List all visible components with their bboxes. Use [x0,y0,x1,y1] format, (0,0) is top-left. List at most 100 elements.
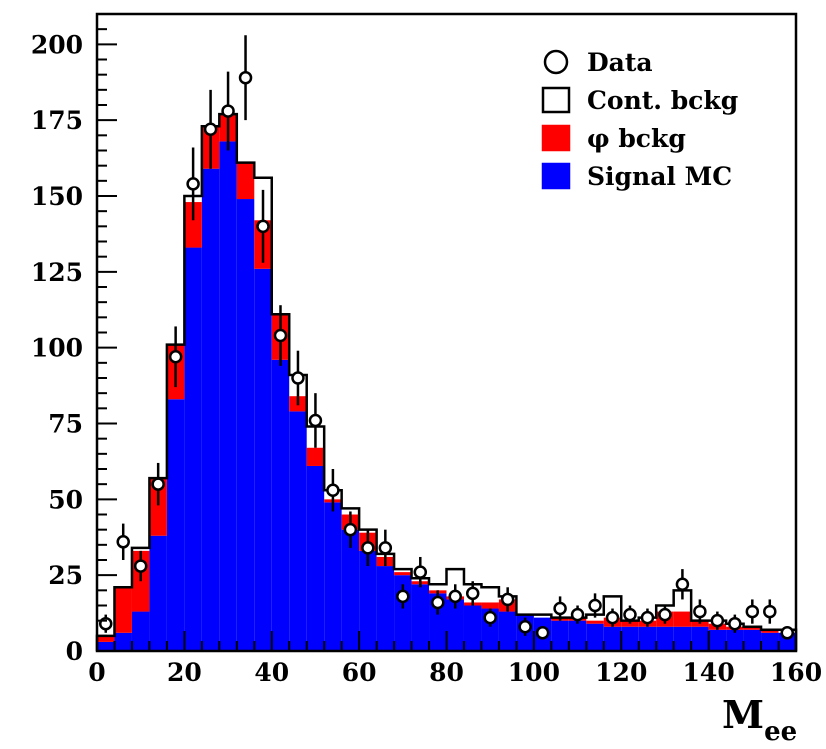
x-tick-label-140: 140 [683,658,735,687]
x-axis-title: Mee [722,692,797,747]
bar-signal-mc-30 [621,626,639,651]
data-point-23 [500,592,515,607]
x-tick-label-160: 160 [770,658,822,687]
data-point-22 [483,610,497,625]
data-point-32 [658,607,672,622]
bar-bckg-5 [184,202,202,248]
bar-signal-mc-10 [271,359,290,651]
y-tick-label-150: 150 [31,182,83,211]
data-point-35 [710,613,725,628]
bar-bckg-33 [673,611,692,627]
bar-signal-mc-26 [551,620,569,651]
bar-bckg-1 [114,587,132,633]
y-tick-label-50: 50 [48,485,83,514]
bar-bckg-38 [761,629,779,633]
x-tick-label-100: 100 [508,658,560,687]
total-outline [95,112,798,651]
legend-marker-bckg [541,124,571,152]
bar-signal-mc-27 [568,620,587,651]
bar-bckg-17 [394,572,412,576]
data-point-10 [273,328,288,343]
legend-marker-cont-bckg [541,86,571,114]
y-tick-label-125: 125 [31,258,83,287]
bar-signal-mc-32 [656,626,674,651]
data-point-1 [116,535,130,549]
bar-bckg-22 [481,602,499,609]
data-point-7 [221,104,235,118]
x-tick-label-40: 40 [254,658,289,687]
bar-signal-mc-23 [498,611,517,651]
data-point-26 [553,601,567,616]
bar-signal-mc-37 [743,629,762,651]
bar-bckg-28 [586,620,604,624]
bar-signal-mc-31 [638,626,657,651]
data-point-16 [378,541,393,555]
data-point-6 [203,122,218,137]
bar-signal-mc-14 [341,529,360,651]
legend-label-bckg: φ bckg [587,124,686,153]
data-point-17 [396,589,410,604]
bar-signal-mc-18 [411,584,430,651]
data-point-20 [448,589,462,604]
bar-signal-mc-34 [691,626,709,651]
bar-bckg-8 [236,162,255,200]
bar-bckg-3 [149,478,167,536]
data-point-37 [745,604,760,619]
data-point-33 [675,577,690,592]
y-tick-label-0: 0 [66,637,83,666]
data-point-19 [431,595,445,610]
bar-signal-mc-36 [726,629,744,651]
data-point-28 [588,598,602,613]
x-tick-label-0: 0 [88,658,105,687]
y-axis-ticks: 0 25 50 75 100 125 150 175 200 [31,13,117,666]
data-point-21 [465,586,480,601]
bar-signal-mc-2 [131,611,150,651]
data-point-36 [728,616,742,631]
legend-marker-data [543,49,569,75]
x-axis-title-sub: ee [764,717,797,747]
data-points [98,35,795,640]
bar-signal-mc-4 [166,399,185,651]
data-point-27 [570,607,585,622]
x-axis-ticks: 0 20 40 60 80 100 120 140 160 [88,631,822,687]
bar-signal-mc-33 [673,626,692,651]
data-point-8 [238,70,253,85]
bar-signal-mc-38 [761,632,779,651]
bar-signal-mc-16 [376,566,395,651]
data-point-4 [168,350,183,364]
bar-signal-mc-5 [184,247,202,652]
bar-signal-mc-8 [236,199,255,652]
y-tick-label-175: 175 [31,106,83,135]
bar-signal-mc-11 [289,411,307,651]
legend-label-data: Data [587,48,653,77]
bar-bckg-0 [97,635,115,642]
y-tick-label-75: 75 [48,410,83,439]
data-point-13 [326,483,340,497]
x-tick-label-60: 60 [342,658,377,687]
bar-signal-mc-9 [254,268,272,651]
data-point-9 [256,219,270,234]
y-tick-label-25: 25 [48,561,83,590]
data-point-18 [413,565,428,579]
bar-signal-mc-6 [201,168,220,651]
bar-signal-mc-13 [324,502,342,651]
data-point-5 [186,177,200,191]
bar-bckg-12 [306,447,325,466]
bar-signal-mc-20 [446,599,464,651]
data-point-14 [343,522,358,537]
bar-signal-mc-12 [306,465,325,651]
data-point-11 [291,371,305,385]
data-point-29 [605,610,620,625]
data-point-3 [151,477,165,491]
bar-signal-mc-28 [586,623,604,651]
total-histogram-outline [95,112,798,651]
x-axis-title-main: M [722,692,764,737]
bar-signal-mc-0 [97,641,115,651]
bar-signal-mc-1 [114,632,132,651]
stacked-bars [97,114,796,652]
bar-signal-mc-21 [463,605,482,651]
legend-marker-signal-mc [541,162,571,190]
bar-signal-mc-3 [149,535,167,651]
y-tick-label-200: 200 [31,30,83,59]
